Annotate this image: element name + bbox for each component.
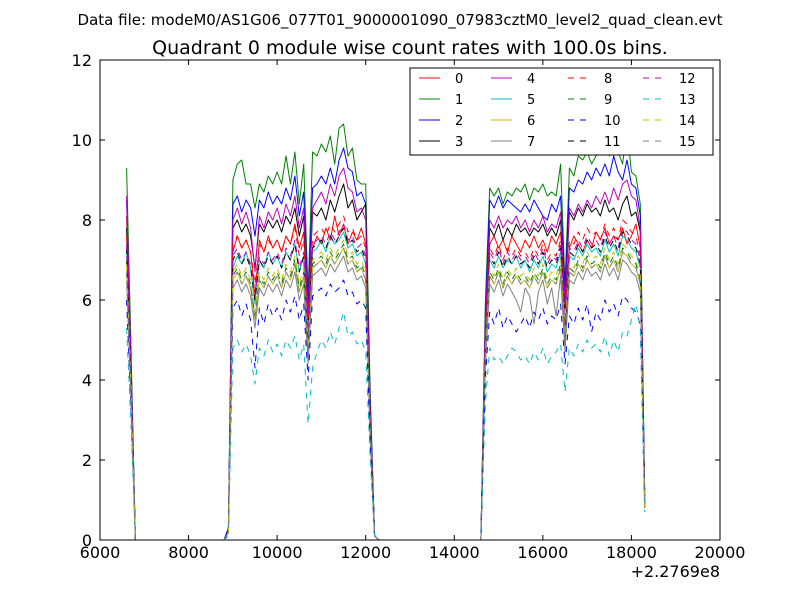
x-tick-label: 6000 [80,543,121,562]
x-tick-label: 20000 [695,543,746,562]
y-tick-label: 0 [82,531,92,550]
x-offset-label: +2.2769e8 [631,562,720,581]
legend-label-14: 14 [679,114,696,129]
y-tick-label: 6 [82,291,92,310]
legend-label-0: 0 [455,72,463,87]
legend-label-1: 1 [455,93,463,108]
legend-label-3: 3 [455,135,463,150]
x-tick-label: 10000 [252,543,303,562]
y-tick-label: 2 [82,451,92,470]
chart-suptitle: Data file: modeM0/AS1G06_077T01_90000010… [78,11,723,30]
legend-label-12: 12 [679,72,696,87]
legend-label-2: 2 [455,114,463,129]
legend-label-4: 4 [527,72,535,87]
legend-label-10: 10 [604,114,621,129]
legend-label-15: 15 [679,135,696,150]
x-tick-label: 16000 [517,543,568,562]
x-tick-label: 14000 [429,543,480,562]
legend-label-11: 11 [604,135,621,150]
chart-title: Quadrant 0 module wise count rates with … [152,37,668,59]
y-tick-label: 4 [82,371,92,390]
y-tick-label: 12 [72,51,92,70]
legend-frame [409,67,714,156]
x-tick-label: 12000 [340,543,391,562]
legend-label-8: 8 [604,72,612,87]
y-tick-label: 10 [72,131,92,150]
legend-label-9: 9 [604,93,612,108]
x-tick-label: 18000 [606,543,657,562]
series-line-10 [126,279,646,541]
legend-label-5: 5 [527,93,535,108]
x-tick-label: 8000 [168,543,209,562]
legend-label-7: 7 [527,135,535,150]
legend-label-6: 6 [527,114,535,129]
y-tick-label: 8 [82,211,92,230]
legend-label-13: 13 [679,93,696,108]
x-axis: 6000 8000 10000 12000 14000 16000 18000 20000 [80,60,746,562]
